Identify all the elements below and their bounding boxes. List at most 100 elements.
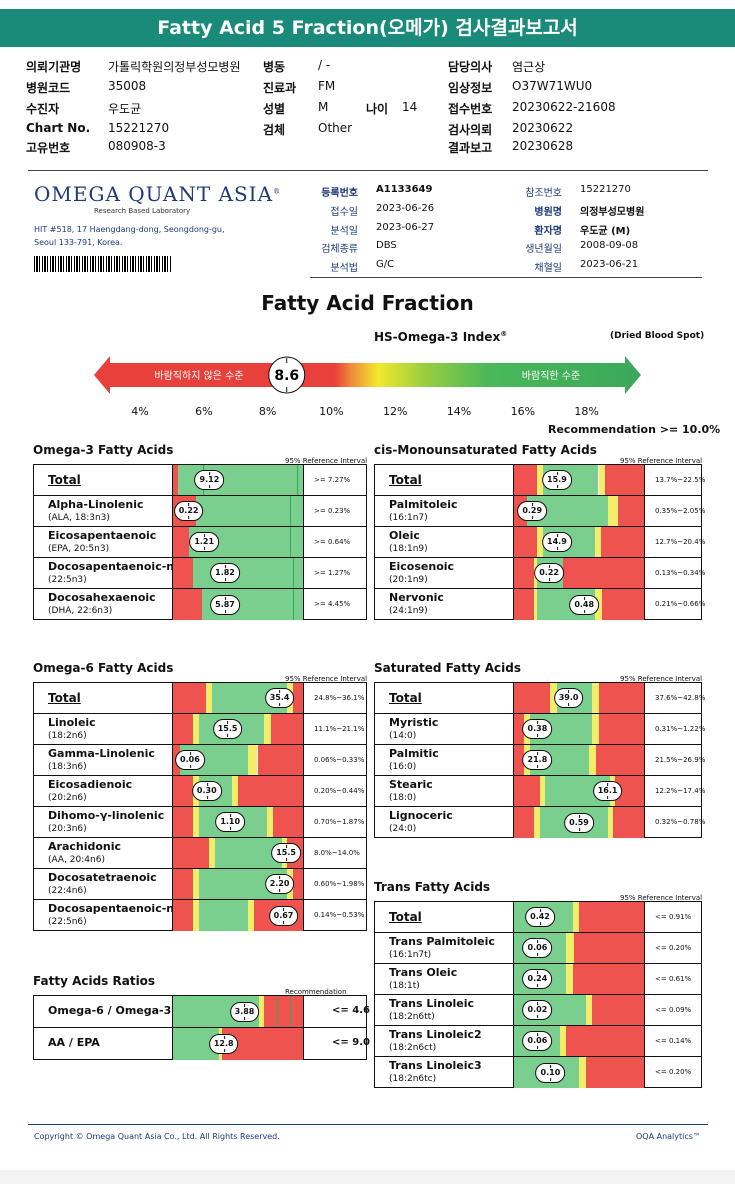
fatty-acid-name: Lignoceric bbox=[389, 809, 453, 822]
result-bar: 35.4 bbox=[172, 683, 304, 713]
reference-range: 0.60%~1.98% bbox=[314, 879, 365, 888]
table-omega3: Total 9.12 >= 7.27% Alpha-Linolenic (ALA, 18… bbox=[33, 464, 367, 620]
bar-reference-line bbox=[296, 465, 298, 495]
fatty-acid-name: Docosapentaenoic-n3 bbox=[48, 560, 182, 573]
index-recommendation: Recommendation >= 10.0% bbox=[548, 423, 721, 436]
bar-segment bbox=[601, 527, 644, 557]
lab-field-value: G/C bbox=[376, 259, 395, 270]
info-label: 수진자 bbox=[26, 102, 60, 116]
reference-range: >= 7.27% bbox=[314, 475, 351, 484]
result-value-badge: 1.82 bbox=[210, 563, 240, 583]
info-label: 병동 bbox=[263, 60, 286, 74]
fatty-acid-name: Total bbox=[48, 690, 81, 705]
bar-segment bbox=[573, 933, 644, 963]
bar-segment bbox=[540, 776, 546, 806]
bar-segment bbox=[598, 683, 644, 713]
result-value-badge: 0.06 bbox=[522, 1031, 553, 1051]
result-bar: 0.29 bbox=[513, 496, 645, 526]
reference-range: <= 0.20% bbox=[655, 943, 692, 952]
result-value-badge: 35.4 bbox=[264, 688, 295, 708]
bar-segment bbox=[173, 683, 206, 713]
fatty-acid-name: Palmitic bbox=[389, 747, 439, 760]
result-bar: 1.21 bbox=[172, 527, 304, 557]
reference-range: 0.20%~0.44% bbox=[314, 786, 365, 795]
table-row: Trans Linoleic3 (18:2n6tc) 0.10 <= 0.20% bbox=[375, 1057, 701, 1088]
result-value-badge: 1.21 bbox=[189, 532, 220, 552]
table-row: Arachidonic (AA, 20:4n6) 15.5 8.0%~14.0% bbox=[34, 838, 366, 869]
fatty-acid-code: (16:0) bbox=[389, 762, 417, 772]
result-bar: 9.12 bbox=[172, 465, 304, 495]
reference-range: 0.14%~0.53% bbox=[314, 910, 365, 919]
table-row: Nervonic (24:1n9) 0.48 0.21%~0.66% bbox=[375, 589, 705, 620]
table-row: Total 35.4 24.8%~36.1% bbox=[34, 683, 366, 714]
table-row: Alpha-Linolenic (ALA, 18:3n3) 0.22 >= 0.23% bbox=[34, 496, 366, 527]
bar-segment bbox=[238, 776, 303, 806]
reference-range: 37.6%~42.8% bbox=[655, 693, 706, 702]
bar-reference-line bbox=[290, 527, 291, 557]
bar-segment bbox=[514, 527, 538, 557]
reference-range: 0.70%~1.87% bbox=[314, 817, 365, 826]
bar-segment bbox=[258, 996, 264, 1027]
fatty-acid-name: Trans Linoleic3 bbox=[389, 1059, 482, 1072]
result-bar: 0.67 bbox=[172, 900, 304, 931]
fatty-acid-name: Docosapentaenoic-n6 bbox=[48, 902, 182, 915]
result-bar: 0.22 bbox=[513, 558, 645, 588]
bar-segment bbox=[607, 807, 613, 838]
bar-segment bbox=[192, 558, 303, 588]
bar-segment bbox=[592, 683, 599, 713]
reference-range: <= 4.6 bbox=[332, 1005, 370, 1016]
bar-segment bbox=[292, 869, 303, 899]
fatty-acid-name: Linoleic bbox=[48, 716, 96, 729]
result-value-badge: 0.10 bbox=[535, 1062, 566, 1083]
bar-segment bbox=[292, 683, 303, 713]
info-label: 성별 bbox=[263, 102, 286, 116]
barcode-icon bbox=[34, 256, 172, 272]
bar-segment bbox=[537, 465, 543, 495]
table-row: Trans Palmitoleic (16:1n7t) 0.06 <= 0.20% bbox=[375, 933, 701, 964]
result-bar: 0.30 bbox=[172, 776, 304, 806]
bar-segment bbox=[173, 558, 193, 588]
result-value-badge: 0.02 bbox=[522, 1000, 553, 1020]
result-value-badge: 16.1 bbox=[592, 781, 623, 801]
result-bar: 21.8 bbox=[513, 745, 645, 775]
reference-interval-label: 95% Reference Interval bbox=[285, 457, 368, 465]
bar-segment bbox=[173, 838, 210, 868]
info-label: 검사의뢰 bbox=[448, 123, 493, 137]
fatty-acid-code: (EPA, 20:5n3) bbox=[48, 544, 110, 554]
table-mono: Total 15.9 13.7%~22.5% Palmitoleic (16:1n7) 0… bbox=[374, 464, 705, 620]
table-row: AA / EPA 12.8 <= 9.0 bbox=[34, 1028, 370, 1060]
bar-segment bbox=[173, 589, 202, 620]
fatty-acid-code: (22:5n3) bbox=[48, 575, 87, 585]
fatty-acid-name: Total bbox=[389, 909, 422, 924]
result-bar: 14.9 bbox=[513, 527, 645, 557]
bar-segment bbox=[514, 807, 534, 838]
reference-range: <= 0.14% bbox=[655, 1036, 692, 1045]
info-value: 염근상 bbox=[512, 60, 546, 74]
lab-field-value: 2023-06-27 bbox=[376, 222, 435, 233]
table-row: Trans Linoleic2 (18:2n6ct) 0.06 <= 0.14% bbox=[375, 1026, 701, 1057]
fatty-acid-code: (16:1n7) bbox=[389, 513, 428, 523]
result-value-badge: 0.38 bbox=[522, 719, 553, 739]
info-value: 20230628 bbox=[512, 139, 574, 153]
result-bar: 0.42 bbox=[513, 902, 645, 932]
result-value-badge: 0.22 bbox=[173, 501, 204, 521]
result-bar: 15.5 bbox=[172, 714, 304, 744]
bar-segment bbox=[607, 496, 618, 526]
scale-tick-label: 14% bbox=[446, 405, 472, 418]
info-label: 병원코드 bbox=[26, 81, 71, 95]
reference-range: <= 0.09% bbox=[655, 1005, 692, 1014]
bar-segment bbox=[537, 527, 543, 557]
bar-segment bbox=[514, 589, 534, 620]
table-row: Palmitic (16:0) 21.8 21.5%~26.9% bbox=[375, 745, 705, 776]
table-row: Omega-6 / Omega-3 3.88 <= 4.6 bbox=[34, 996, 370, 1028]
lab-field-label: 환자명 bbox=[534, 226, 562, 237]
fatty-acid-name: Total bbox=[389, 472, 422, 487]
fatty-acid-code: (18:3n6) bbox=[48, 762, 87, 772]
bar-segment bbox=[199, 900, 249, 931]
bar-segment bbox=[572, 964, 644, 994]
info-label: 진료과 bbox=[263, 81, 297, 95]
result-bar: 0.06 bbox=[513, 933, 645, 963]
fatty-acid-name: Trans Oleic bbox=[389, 966, 458, 979]
divider bbox=[310, 277, 702, 278]
